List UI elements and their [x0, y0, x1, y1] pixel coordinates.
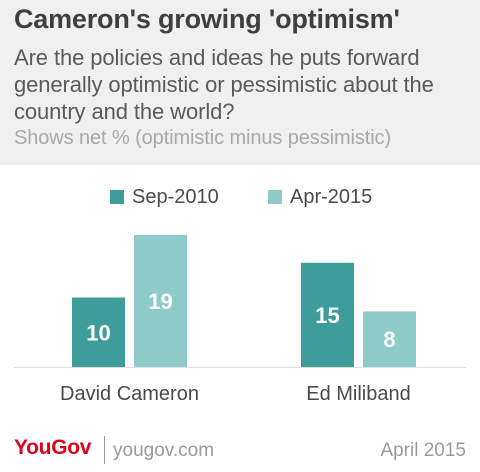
data-label-2-series-2: 8: [383, 327, 395, 352]
bar-1-series-2: [134, 235, 187, 367]
legend-swatch-series-2: [268, 190, 282, 204]
legend-label-series-1: Sep-2010: [132, 185, 219, 208]
legend-label-series-2: Apr-2015: [290, 185, 373, 208]
chart-title: Cameron's growing 'optimism': [14, 4, 400, 34]
chart-header: Cameron's growing 'optimism' Are the pol…: [0, 0, 480, 165]
footer-separator: [104, 436, 105, 464]
chart-subtitle: Are the policies and ideas he puts forwa…: [14, 45, 434, 124]
yougov-logo: YouGov: [14, 436, 92, 459]
legend-item-series-1: Sep-2010: [110, 184, 219, 210]
bar-2-series-2: [363, 311, 416, 367]
bar-2-series-1: [301, 262, 354, 367]
category-label-1: David Cameron: [60, 383, 199, 405]
footer-url: yougov.com: [113, 440, 215, 461]
legend-item-series-2: Apr-2015: [268, 184, 372, 210]
chart-note: Shows net % (optimistic minus pessimisti…: [14, 127, 392, 149]
data-label-1-series-1: 10: [86, 320, 110, 345]
category-label-2: Ed Miliband: [306, 383, 411, 405]
legend-swatch-series-1: [110, 190, 124, 204]
bar-chart: 10 19 David Cameron 15 8 Ed Miliband: [14, 235, 466, 405]
bar-1-series-1: [72, 297, 125, 367]
data-label-1-series-2: 19: [148, 289, 172, 314]
footer-date: April 2015: [380, 440, 466, 461]
data-label-2-series-1: 15: [315, 303, 339, 328]
